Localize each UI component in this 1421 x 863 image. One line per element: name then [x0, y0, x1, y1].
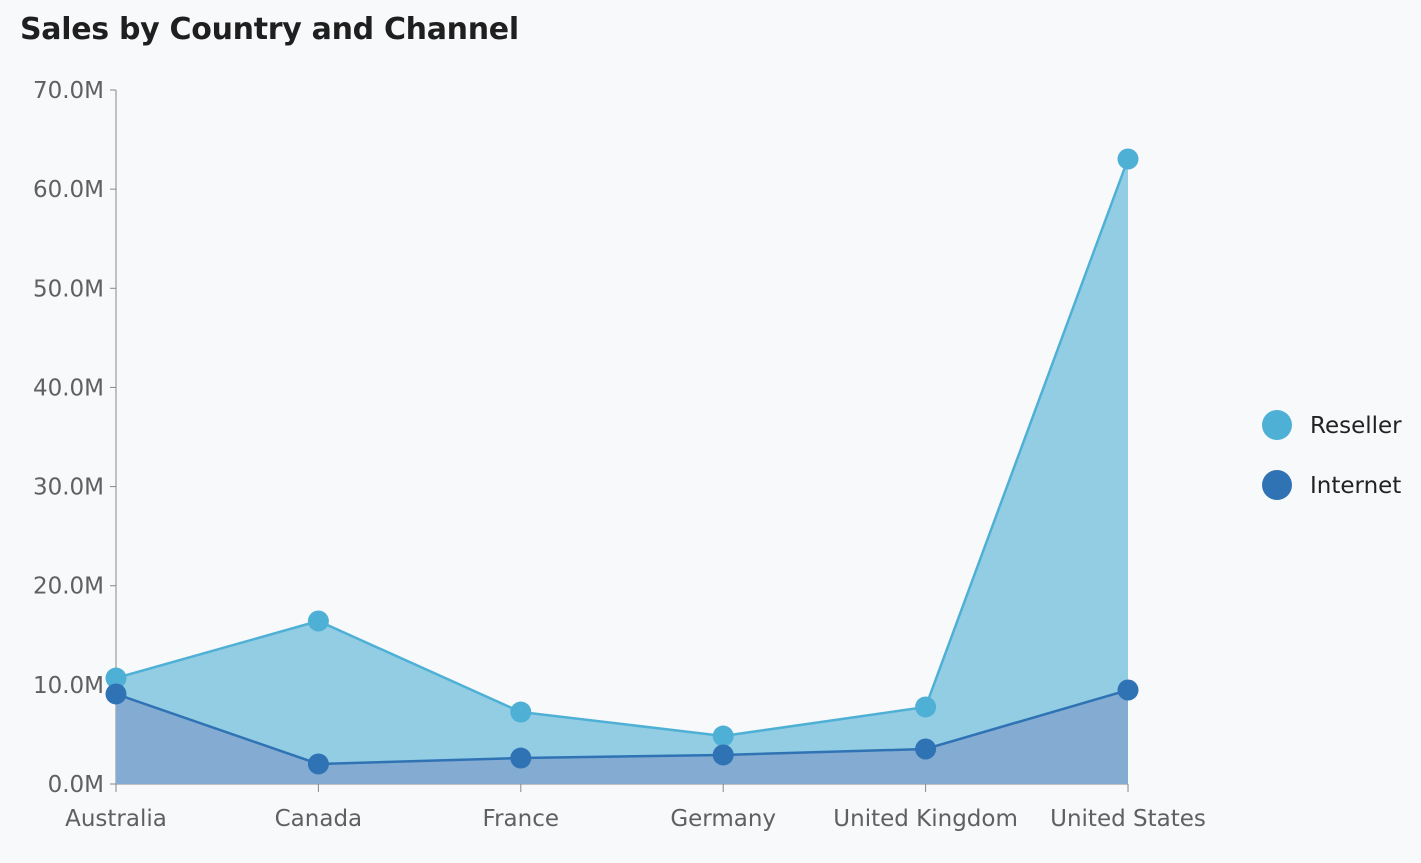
x-tick-label: United States	[1050, 806, 1206, 832]
area-internet	[116, 690, 1128, 784]
line-internet	[115, 688, 1129, 766]
point-reseller	[1117, 148, 1139, 170]
y-tick-label: 40.0M	[33, 375, 104, 401]
point-reseller	[307, 610, 329, 632]
point-reseller	[915, 696, 937, 718]
x-tick-label: France	[483, 806, 559, 832]
point-reseller	[510, 701, 532, 723]
point-internet	[307, 753, 329, 775]
point-internet	[1117, 679, 1139, 701]
x-tick-label: Canada	[275, 806, 363, 832]
x-tick-label: Germany	[670, 806, 776, 832]
legend-marker-reseller	[1262, 410, 1292, 440]
legend-label-reseller: Reseller	[1310, 413, 1402, 439]
y-tick-label: 70.0M	[33, 78, 104, 104]
y-tick-label: 50.0M	[33, 276, 104, 302]
point-internet	[712, 744, 734, 766]
area-reseller	[116, 159, 1128, 785]
point-internet	[915, 738, 937, 760]
point-internet	[510, 747, 532, 769]
x-tick-label: United Kingdom	[833, 806, 1018, 832]
point-reseller	[105, 667, 127, 689]
legend-label-internet: Internet	[1310, 473, 1401, 499]
y-tick-label: 20.0M	[33, 574, 104, 600]
y-tick-label: 0.0M	[48, 772, 104, 798]
y-tick-label: 30.0M	[33, 475, 104, 501]
x-tick-label: Australia	[65, 806, 167, 832]
chart-title: Sales by Country and Channel	[20, 12, 519, 47]
line-reseller	[115, 158, 1130, 738]
point-reseller	[712, 725, 734, 747]
y-tick-label: 60.0M	[33, 177, 104, 203]
legend-marker-internet	[1262, 470, 1292, 500]
y-tick-label: 10.0M	[33, 673, 104, 699]
point-internet	[105, 683, 127, 705]
